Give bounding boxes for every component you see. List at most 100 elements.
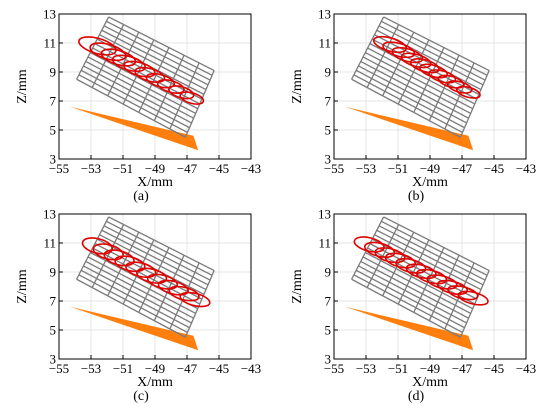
mesh-line-horizontal <box>80 269 190 329</box>
substrate-region <box>70 306 199 351</box>
mesh-line-horizontal <box>360 60 469 119</box>
y-tick-label: 11 <box>318 36 331 51</box>
cladding-ellipse <box>92 243 124 261</box>
x-tick-label: −51 <box>113 361 133 376</box>
substrate-region <box>70 106 199 151</box>
mesh-line-horizontal <box>106 20 213 76</box>
mesh-grid <box>76 216 215 338</box>
x-tick-label: −47 <box>452 161 473 176</box>
mesh-line-horizontal <box>362 56 471 115</box>
mesh-line-horizontal <box>99 34 207 91</box>
ellipse-series <box>372 35 481 99</box>
y-tick-label: 11 <box>43 236 56 251</box>
mesh-line-horizontal <box>85 60 194 119</box>
mesh-line-horizontal <box>362 256 471 315</box>
mesh-line-horizontal <box>378 225 486 281</box>
mesh-line-horizontal <box>351 78 461 138</box>
mesh-line-horizontal <box>355 69 465 129</box>
x-tick-label: −55 <box>324 161 344 176</box>
y-tick-label: 13 <box>318 7 331 22</box>
mesh-line-horizontal <box>108 216 215 272</box>
mesh-line-horizontal <box>99 234 207 291</box>
y-tick-label: 5 <box>50 323 57 338</box>
y-tick-label: 11 <box>43 36 56 51</box>
panel-b: −55 −53 −51 −49 −47 −45 −43 3 5 7 9 11 13 X/mm Z/mm (b) <box>290 7 536 205</box>
x-tick-label: −45 <box>209 161 229 176</box>
x-axis-label: X/mm <box>412 375 448 390</box>
x-axis-label: X/mm <box>412 175 448 190</box>
mesh-line-horizontal <box>94 243 203 300</box>
mesh-line-horizontal <box>83 65 192 124</box>
y-tick-label: 7 <box>325 294 332 309</box>
mesh-line-horizontal <box>78 74 188 134</box>
mesh-line-horizontal <box>83 265 192 324</box>
mesh-line-horizontal <box>353 74 463 134</box>
cladding-ellipse <box>179 91 205 105</box>
x-tick-label: −55 <box>324 361 344 376</box>
y-tick-label: 9 <box>325 265 332 280</box>
ellipse-series <box>353 236 489 306</box>
x-tick-label: −43 <box>516 161 536 176</box>
mesh-grid <box>351 16 490 138</box>
mesh-line-horizontal <box>76 78 186 138</box>
mesh-line-horizontal <box>90 51 199 110</box>
x-tick-label: −45 <box>209 361 229 376</box>
x-tick-label: −47 <box>452 361 473 376</box>
mesh-line-horizontal <box>358 65 467 124</box>
y-tick-label: 5 <box>50 123 57 138</box>
mesh-line-horizontal <box>365 251 474 310</box>
mesh-line-horizontal <box>365 51 474 110</box>
mesh-line-horizontal <box>106 220 213 276</box>
y-axis-label: Z/mm <box>290 269 305 303</box>
y-tick-label: 5 <box>325 323 332 338</box>
y-tick-label: 9 <box>325 65 332 80</box>
mesh-line-horizontal <box>358 265 467 324</box>
panel-label: (a) <box>133 189 149 204</box>
panel-d: −55 −53 −51 −49 −47 −45 −43 3 5 7 9 11 13 X/mm Z/mm (d) <box>290 207 536 405</box>
y-tick-label: 13 <box>318 207 331 222</box>
y-tick-label: 9 <box>50 65 57 80</box>
x-tick-label: −47 <box>177 361 198 376</box>
mesh-line-horizontal <box>383 16 490 72</box>
x-tick-label: −43 <box>241 161 261 176</box>
mesh-line-horizontal <box>80 69 190 129</box>
panel-label: (c) <box>133 389 149 404</box>
y-tick-label: 3 <box>325 352 332 367</box>
mesh-line-horizontal <box>87 256 196 315</box>
cladding-ellipse <box>457 290 489 306</box>
y-tick-label: 3 <box>50 352 57 367</box>
y-tick-label: 3 <box>325 152 332 167</box>
x-tick-label: −43 <box>241 361 261 376</box>
x-axis-label: X/mm <box>137 375 173 390</box>
mesh-line-horizontal <box>101 29 209 86</box>
x-tick-label: −51 <box>388 361 408 376</box>
mesh-line-horizontal <box>374 234 482 291</box>
x-tick-label: −49 <box>145 361 165 376</box>
x-tick-label: −53 <box>81 361 101 376</box>
mesh-line-horizontal <box>360 260 469 319</box>
y-tick-label: 11 <box>318 236 331 251</box>
substrate-region <box>345 106 474 151</box>
y-tick-label: 13 <box>43 7 56 22</box>
y-tick-label: 7 <box>325 94 332 109</box>
panel-c: −55 −53 −51 −49 −47 −45 −43 3 5 7 9 11 13 X/mm Z/mm (c) <box>15 207 261 405</box>
cladding-ellipse <box>455 85 481 99</box>
x-tick-label: −53 <box>81 161 101 176</box>
x-tick-label: −43 <box>516 361 536 376</box>
x-axis-label: X/mm <box>137 175 173 190</box>
ellipse-series <box>78 36 205 105</box>
y-axis-label: Z/mm <box>15 69 30 103</box>
mesh-line-horizontal <box>367 47 476 105</box>
mesh-grid <box>351 216 490 338</box>
y-tick-label: 5 <box>325 123 332 138</box>
y-axis-label: Z/mm <box>290 69 305 103</box>
mesh-line-horizontal <box>76 278 186 338</box>
mesh-line-horizontal <box>85 260 194 319</box>
mesh-line-horizontal <box>355 269 465 329</box>
mesh-line-horizontal <box>381 20 488 76</box>
mesh-line-horizontal <box>101 229 209 286</box>
mesh-line-horizontal <box>353 274 463 334</box>
x-tick-label: −49 <box>145 161 165 176</box>
panel-label: (b) <box>408 189 425 204</box>
